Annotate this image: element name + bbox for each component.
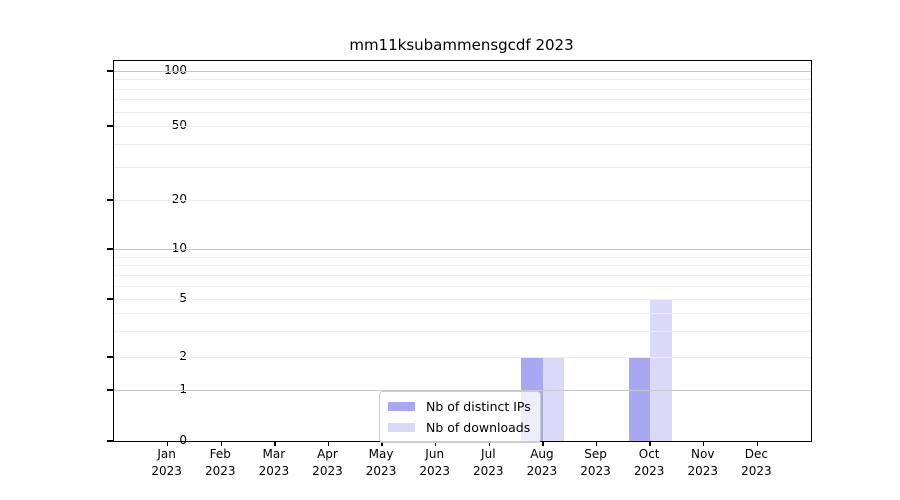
x-tick bbox=[703, 441, 705, 446]
y-tick bbox=[107, 389, 114, 391]
x-tick-label: Feb 2023 bbox=[204, 447, 236, 478]
y-tick-label: 20 bbox=[171, 192, 187, 206]
x-tick bbox=[220, 441, 222, 446]
minor-gridline bbox=[114, 79, 811, 81]
x-tick-label: Apr 2023 bbox=[312, 447, 343, 478]
minor-gridline bbox=[114, 265, 811, 267]
minor-gridline bbox=[114, 167, 811, 169]
y-tick-label: 50 bbox=[171, 118, 187, 132]
x-tick bbox=[542, 441, 544, 446]
legend-item-downloads: Nb of downloads bbox=[388, 420, 531, 435]
legend-item-distinct-ips: Nb of distinct IPs bbox=[388, 399, 531, 414]
major-gridline bbox=[114, 71, 811, 72]
x-tick bbox=[274, 441, 276, 446]
y-tick-label: 100 bbox=[164, 63, 187, 77]
x-tick bbox=[595, 441, 598, 446]
minor-gridline bbox=[114, 285, 811, 287]
y-tick bbox=[107, 440, 114, 442]
x-tick-label: Jul 2023 bbox=[473, 447, 504, 478]
x-tick-label: Aug 2023 bbox=[526, 447, 558, 478]
y-tick-label: 1 bbox=[179, 382, 187, 396]
y-tick-label: 2 bbox=[179, 349, 187, 363]
minor-gridline bbox=[114, 111, 811, 113]
x-tick bbox=[166, 441, 169, 446]
x-tick bbox=[381, 441, 383, 446]
major-gridline bbox=[114, 390, 811, 391]
minor-gridline bbox=[114, 144, 811, 146]
minor-gridline bbox=[114, 88, 811, 90]
y-tick-label: 5 bbox=[179, 291, 187, 305]
y-tick bbox=[107, 356, 114, 358]
x-tick-label: Jun 2023 bbox=[419, 447, 450, 478]
y-tick bbox=[107, 298, 114, 300]
minor-gridline bbox=[114, 313, 811, 315]
x-tick-label: May 2023 bbox=[365, 447, 397, 478]
legend-swatch-distinct-ips bbox=[388, 402, 415, 411]
major-gridline bbox=[114, 249, 811, 250]
minor-gridline bbox=[114, 126, 811, 127]
x-tick bbox=[327, 441, 330, 446]
legend: Nb of distinct IPs Nb of downloads bbox=[379, 391, 541, 443]
minor-gridline bbox=[114, 200, 811, 201]
legend-label-distinct-ips: Nb of distinct IPs bbox=[426, 399, 531, 414]
x-tick bbox=[434, 441, 437, 446]
minor-gridline bbox=[114, 331, 811, 333]
x-tick-label: Jan 2023 bbox=[151, 447, 182, 478]
x-tick bbox=[488, 441, 490, 446]
bar-downloads-oct bbox=[650, 299, 672, 441]
minor-gridline bbox=[114, 299, 811, 300]
x-tick bbox=[649, 441, 651, 446]
y-tick bbox=[107, 125, 114, 127]
x-tick-label: Oct 2023 bbox=[633, 447, 665, 478]
bar-downloads-aug bbox=[542, 357, 565, 441]
y-tick bbox=[107, 70, 114, 72]
minor-gridline bbox=[114, 256, 811, 258]
y-tick bbox=[107, 199, 114, 201]
x-tick-label: Mar 2023 bbox=[258, 447, 290, 478]
x-tick-label: Dec 2023 bbox=[741, 447, 772, 478]
x-tick-label: Sep 2023 bbox=[580, 447, 611, 478]
y-tick-label: 10 bbox=[171, 241, 187, 255]
legend-label-downloads: Nb of downloads bbox=[426, 420, 531, 435]
plot-area: Nb of distinct IPs Nb of downloads bbox=[107, 60, 812, 446]
x-tick-label: Nov 2023 bbox=[687, 447, 719, 478]
x-tick bbox=[756, 441, 759, 446]
chart-title: mm11ksubammensgcdf 2023 bbox=[349, 36, 574, 54]
y-tick-label: 0 bbox=[179, 433, 187, 447]
minor-gridline bbox=[114, 357, 811, 358]
legend-swatch-downloads bbox=[388, 423, 415, 432]
minor-gridline bbox=[114, 274, 811, 276]
minor-gridline bbox=[114, 99, 811, 101]
y-tick bbox=[107, 248, 114, 250]
bar-distinct-ips-oct bbox=[628, 357, 651, 441]
